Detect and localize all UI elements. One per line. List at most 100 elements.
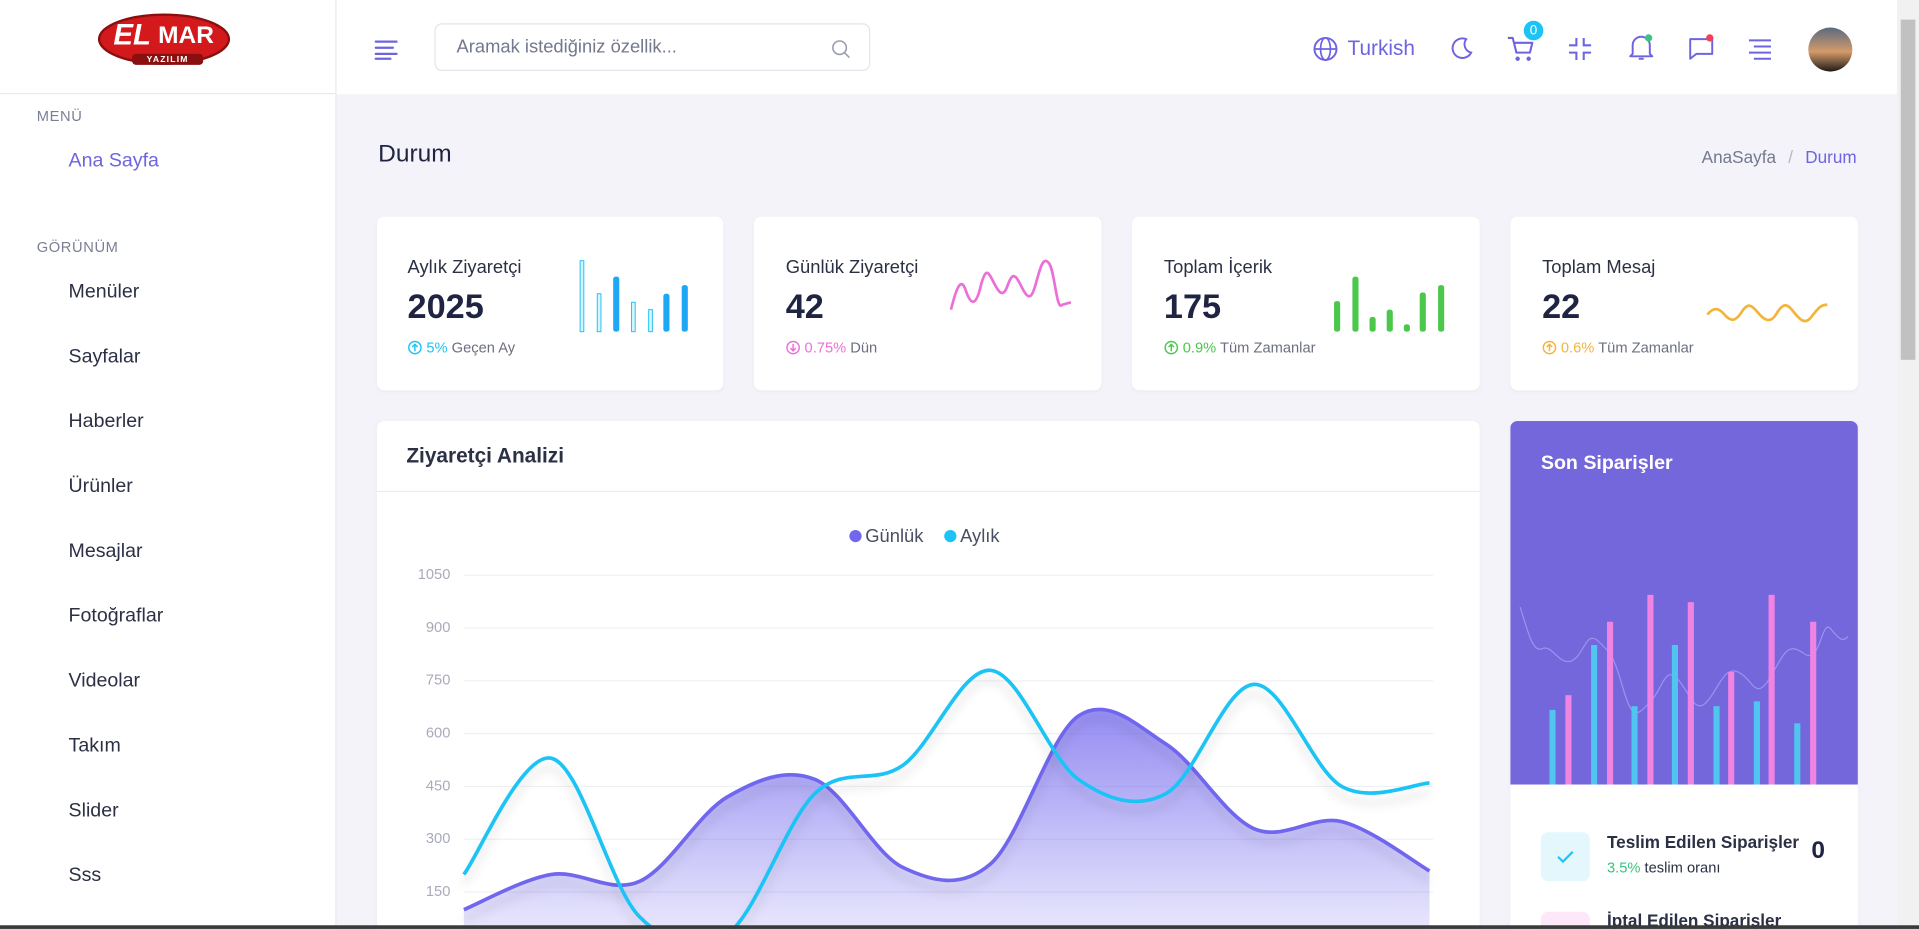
sparkline [949,259,1072,310]
theme-icon[interactable] [1448,35,1475,62]
chart-title: Ziyaretçi Analizi [406,444,564,468]
order-rate-note: teslim oranı [1644,859,1721,877]
nav-item[interactable]: Sayfalar [68,346,141,368]
search-input[interactable]: Aramak istediğiniz özellik... [434,23,871,71]
section-title: GÖRÜNÜM [36,238,119,256]
stat-label: Günlük Ziyaretçi [785,257,919,278]
stat-change: 5% Geçen Ay [408,339,516,357]
stat-value: 22 [1542,287,1581,326]
y-tick-label: 1050 [418,567,451,583]
chart-card: Ziyaretçi Analizi 150 300 450 600 750 900 1050… [376,421,1480,929]
cart-badge: 0 [1523,20,1544,41]
scrollbar[interactable] [1897,0,1919,929]
stat-label: Toplam Mesaj [1542,257,1656,278]
sparkline [579,260,688,333]
order-rate: 3.5% teslim oranı [1607,859,1720,876]
window-edge [0,925,1919,929]
section-title: MENÜ [36,107,83,125]
stat-note: Tüm Zamanlar [1598,339,1694,357]
legend-marker [944,529,957,543]
stat-label: Aylık Ziyaretçi [407,257,522,278]
breadcrumb-separator: / [1788,146,1793,167]
topbar: Aramak istediğiniz özellik... Turkish 0 [336,0,1898,95]
page-title: Durum [378,140,452,168]
messages-icon[interactable] [1687,33,1716,62]
stat-value: 42 [785,287,824,326]
cart-icon[interactable] [1505,34,1537,63]
breadcrumb-link[interactable]: AnaSayfa [1701,146,1776,167]
stat-change-value: 5% [426,339,448,357]
stat-change-value: 0.9% [1182,339,1217,357]
y-tick-label: 750 [426,673,450,689]
order-title: Teslim Edilen Siparişler [1606,832,1800,852]
logo[interactable]: EL MAR YAZILIM [95,12,232,71]
fullscreen-icon[interactable] [1567,35,1594,62]
stat-card: Toplam Mesaj 22 0.6% Tüm Zamanlar [1510,216,1858,391]
notification-icon[interactable] [1627,33,1656,62]
globe-icon[interactable] [1312,35,1339,62]
line [462,668,1430,929]
legend-marker [849,529,862,543]
legend-label: Aylık [960,525,1000,546]
logo-area: EL MAR YAZILIM [0,0,336,95]
nav-item[interactable]: Slider [68,800,119,822]
stat-card: Günlük Ziyaretçi 42 0.75% Dün [753,216,1102,391]
breadcrumb: AnaSayfa / Durum [1702,147,1857,167]
scrollbar-thumb[interactable] [1900,19,1916,360]
y-tick-label: 600 [426,726,450,742]
orders-title: Son Siparişler [1540,452,1673,474]
y-tick-label: 150 [426,884,450,900]
nav-item[interactable]: Mesajlar [68,540,143,562]
logo-subtitle: YAZILIM [147,54,189,64]
logo-text: MAR [158,22,214,49]
nav-item[interactable]: Ürünler [68,476,133,497]
stat-change-value: 0.6% [1560,339,1595,357]
orders-decoration [1519,594,1849,785]
stat-label: Toplam İçerik [1163,257,1273,278]
settings-toggle[interactable] [1747,35,1774,62]
order-icon [1540,911,1590,929]
y-tick-label: 300 [426,831,450,847]
order-title: İptal Edilen Siparişler [1606,910,1782,929]
stat-note: Tüm Zamanlar [1220,339,1316,357]
nav-item[interactable]: Videolar [68,670,141,692]
line [463,707,1431,912]
sparkline [1706,303,1828,323]
nav-item[interactable]: Haberler [68,411,144,433]
nav-item[interactable]: Fotoğraflar [68,605,164,627]
y-tick-label: 900 [426,620,450,636]
order-rate-value: 3.5% [1606,859,1641,877]
chart: 150 300 450 600 750 900 1050 Günlük Aylık [418,525,1434,929]
language[interactable]: Turkish [1347,36,1415,60]
stat-change: 0.6% Tüm Zamanlar [1542,339,1694,356]
nav-item[interactable]: Sss [68,865,102,887]
stat-change-value: 0.75% [804,339,847,357]
stat-card: Aylık Ziyaretçi 2025 5% Geçen Ay [376,216,724,391]
logo-text: EL [113,18,151,51]
breadcrumb-current: Durum [1805,146,1857,167]
stat-value: 2025 [407,287,484,326]
order-icon [1540,832,1590,882]
area [463,709,1430,929]
orders-card: Son Siparişler Teslim Edilen Siparişler … [1510,421,1858,929]
stat-note: Geçen Ay [451,339,516,357]
stat-card: Toplam İçerik 175 0.9% Tüm Zamanlar [1132,216,1480,391]
avatar[interactable] [1808,27,1853,72]
stat-value: 175 [1163,287,1222,326]
sidebar: EL MAR YAZILIM MENÜ Ana Sayfa GÖRÜNÜM Menül… [0,0,337,929]
order-count: 0 [1811,837,1825,865]
legend-label: Günlük [865,525,924,546]
sparkline [1334,276,1445,332]
divider [376,490,1480,493]
stat-note: Dün [850,339,878,357]
nav-item[interactable]: Menüler [68,281,140,303]
y-tick-label: 450 [426,778,450,794]
stat-change: 0.9% Tüm Zamanlar [1164,339,1316,356]
menu-toggle[interactable] [373,37,400,61]
nav-item[interactable]: Takım [68,735,121,757]
search-icon[interactable] [831,39,851,59]
nav-item[interactable]: Ana Sayfa [68,150,159,172]
stat-change: 0.75% Dün [786,339,877,356]
